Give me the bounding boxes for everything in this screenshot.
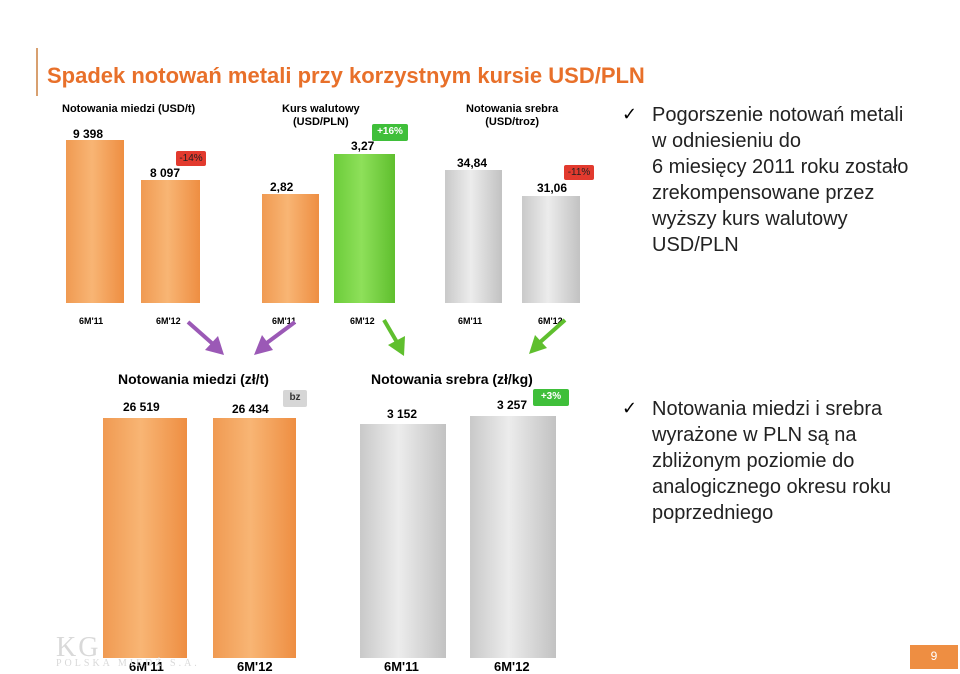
silver-usd-chart-title-line1: Notowania srebra [466,103,559,115]
x-label: 6M'11 [384,659,419,674]
bullet-line: poprzedniego [652,502,774,524]
silver-pln-change-badge: +3% [533,389,569,406]
fx-value-6m12: 3,27 [351,139,375,153]
fx-chart-title: Kurs walutowy (USD/PLN) [282,103,360,129]
arrow-fx-to-silver-icon [382,318,405,356]
bullet-line: USD/PLN [652,234,739,256]
x-label: 6M'12 [237,659,273,674]
copper-usd-bar-6m12 [141,180,200,303]
page-number: 9 [910,645,958,669]
logo-subtitle: POLSKA MIEDŹ S.A. [56,658,200,669]
bullet-text-2: Notowania miedzi i srebra wyrażone w PLN… [652,396,891,526]
bullet-line: 6 miesięcy 2011 roku zostało [652,156,909,178]
fx-chart-title-line2: (USD/PLN) [293,116,349,128]
arrow-fx-to-copper-icon [254,320,297,355]
fx-value-6m11: 2,82 [270,180,294,194]
x-label: 6M'11 [79,316,104,326]
bullet-line: Notowania miedzi i srebra [652,398,883,420]
silver-usd-bar-6m11 [445,170,502,303]
fx-change-badge: +16% [372,124,408,141]
silver-usd-chart-title: Notowania srebra (USD/troz) [466,103,558,129]
bullet-text-1: Pogorszenie notowań metali w odniesieniu… [652,102,908,258]
copper-pln-change-badge: bz [283,390,307,407]
copper-pln-value-6m12: 26 434 [232,402,269,416]
bullet-line: analogicznego okresu roku [652,476,892,498]
bullet-line: w odniesieniu do [652,130,801,152]
silver-pln-value-6m12: 3 257 [497,398,528,412]
silver-usd-value-6m11: 34,84 [457,156,488,170]
bullet-line: Pogorszenie notowań metali [652,104,904,126]
x-label: 6M'12 [350,316,375,326]
copper-usd-bar-6m11 [66,140,124,303]
copper-pln-chart-title: Notowania miedzi (zł/t) [118,371,269,387]
copper-pln-value-6m11: 26 519 [123,400,160,414]
arrow-copper-to-pln-icon [186,320,224,355]
silver-pln-chart-title: Notowania srebra (zł/kg) [371,371,533,387]
x-label: 6M'11 [129,659,164,674]
arrow-silver-to-pln-icon [529,318,567,354]
top-bar [0,0,960,40]
silver-usd-bar-6m12 [522,196,580,303]
copper-pln-bar-6m11 [103,418,187,658]
fx-bar-6m12 [334,154,395,303]
copper-pln-bar-6m12 [213,418,296,658]
copper-usd-change-badge: -14% [176,151,206,166]
x-label: 6M'11 [272,316,297,326]
silver-pln-bar-6m12 [470,416,556,658]
bullet-line: wyrażone w PLN są na [652,424,857,446]
silver-usd-value-6m12: 31,06 [537,181,568,195]
title-accent-line [36,48,38,96]
bullet-line: zbliżonym poziomie do [652,450,855,472]
fx-chart-title-line1: Kurs walutowy [282,103,360,115]
x-label: 6M'12 [156,316,181,326]
silver-usd-change-badge: -11% [564,165,594,180]
silver-pln-bar-6m11 [360,424,446,658]
bullet-line: zrekompensowane przez [652,182,875,204]
checkmark-icon: ✓ [622,398,638,419]
copper-usd-value-6m12: 8 097 [150,166,181,180]
x-label: 6M'12 [494,659,530,674]
copper-usd-chart-title: Notowania miedzi (USD/t) [62,103,196,115]
silver-usd-chart-title-line2: (USD/troz) [485,116,540,128]
company-logo: KG POLSKA MIEDŹ S.A. [56,632,200,669]
logo-mark: KG [56,632,101,663]
copper-usd-value-6m11: 9 398 [73,127,104,141]
x-label: 6M'11 [458,316,483,326]
fx-bar-6m11 [262,194,319,303]
silver-pln-value-6m11: 3 152 [387,407,418,421]
x-label: 6M'12 [538,316,563,326]
bullet-line: wyższy kurs walutowy [652,208,848,230]
checkmark-icon: ✓ [622,104,638,125]
page-title: Spadek notowań metali przy korzystnym ku… [47,63,645,88]
